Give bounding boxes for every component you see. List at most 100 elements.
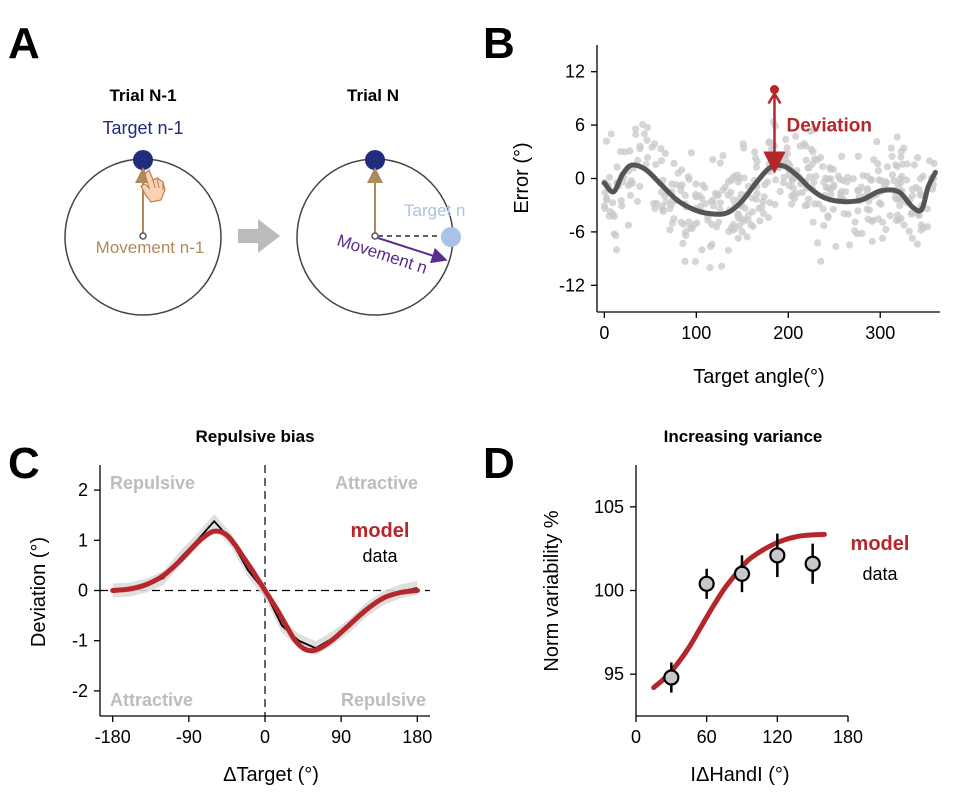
scatter-point: [600, 202, 609, 210]
scatter-point: [915, 186, 923, 194]
scatter-point: [681, 191, 689, 199]
scatter-point: [763, 178, 772, 186]
region-labels: Repulsive Attractive Attractive Repulsiv…: [110, 473, 426, 710]
scatter-point: [756, 217, 764, 225]
scatter-point: [803, 201, 811, 209]
scatter-point: [759, 209, 768, 218]
legend-data-d: data: [862, 564, 898, 584]
scatter-point: [632, 130, 640, 139]
x-tick-label: -180: [95, 727, 131, 747]
scatter-point: [883, 163, 892, 171]
scatter-point: [666, 226, 674, 234]
scatter-point: [753, 189, 761, 197]
scatter-point: [716, 205, 724, 213]
scatter-point: [760, 193, 768, 201]
hand-pointer-icon: [140, 168, 166, 203]
scatter-point: [743, 233, 751, 241]
x-tick-label: 200: [773, 323, 803, 343]
scatter-point: [829, 205, 838, 213]
scatter-point: [780, 173, 788, 181]
scatter-point: [677, 218, 685, 226]
scatter-point: [710, 202, 718, 210]
scatter-point: [739, 140, 747, 148]
legend-model-d: model: [851, 533, 910, 555]
scatter-point: [900, 221, 908, 229]
transition-arrow-icon: [238, 219, 280, 253]
y-tick-label: 95: [604, 664, 624, 684]
region-label-bottom-left: Attractive: [110, 690, 193, 710]
x-tick-label: 180: [833, 727, 863, 747]
scatter-point: [749, 222, 757, 231]
scatter-point: [857, 183, 866, 191]
scatter-point: [853, 230, 861, 238]
target-prev-label: Target n-1: [102, 118, 183, 138]
scatter-point: [894, 181, 902, 189]
scatter-point: [790, 195, 799, 203]
scatter-point: [804, 195, 813, 203]
scatter-point: [810, 178, 818, 186]
scatter-point: [781, 152, 789, 160]
y-tick-label: -12: [559, 275, 585, 295]
scatter-point: [893, 163, 901, 171]
axes-d: 0 60 120 180 105 100 95: [594, 465, 863, 747]
start-point-prev: [139, 232, 147, 240]
scatter-point: [687, 149, 696, 157]
scatter-points: [600, 118, 938, 272]
scatter-point: [824, 214, 832, 222]
scatter-point: [827, 185, 835, 193]
data-point: [733, 565, 751, 582]
panel-d: D Increasing variance 0 60 120 18010510095 …: [483, 427, 909, 786]
scatter-point: [693, 219, 701, 227]
scatter-point: [724, 246, 733, 254]
scatter-point: [628, 179, 637, 187]
x-axis-label-d: IΔHandI (°): [690, 764, 789, 786]
y-tick-label: -6: [569, 222, 585, 242]
scatter-point: [661, 192, 669, 200]
axes-b: 0 100 200 300 12 6 0 -6 -12: [559, 45, 940, 343]
scatter-point: [713, 190, 722, 198]
panel-letter-b: B: [483, 19, 515, 68]
scatter-point: [789, 175, 797, 183]
panel-letter-a: A: [8, 19, 40, 68]
scatter-point: [893, 133, 901, 141]
data-point: [804, 555, 821, 572]
deviation-label: Deviation: [786, 116, 872, 137]
scatter-point: [674, 169, 682, 177]
scatter-point: [708, 240, 716, 248]
scatter-point: [825, 175, 833, 183]
x-tick-label: 100: [681, 323, 711, 343]
scatter-point: [819, 163, 827, 171]
x-tick-label: 90: [331, 727, 351, 747]
scatter-point: [609, 199, 617, 207]
scatter-point: [908, 209, 916, 217]
scatter-point: [779, 179, 788, 187]
scatter-point: [695, 192, 704, 200]
scatter-point: [789, 184, 797, 192]
panel-c: C Repulsive bias Repulsive Attractive At…: [8, 427, 432, 786]
scatter-point: [679, 239, 687, 247]
scatter-point: [634, 156, 642, 164]
scatter-point: [748, 208, 756, 216]
start-point-curr: [371, 232, 379, 240]
scatter-point: [661, 149, 669, 157]
chart-title-c: Repulsive bias: [195, 427, 314, 446]
scatter-point: [744, 216, 752, 224]
scatter-point: [657, 145, 665, 153]
target-prev-dot: [133, 150, 153, 170]
scatter-point: [618, 202, 626, 210]
panel-b: B Deviation 0 100 200 300 12 6 0 -6 -12 Target a…: [483, 19, 940, 388]
scatter-point: [636, 182, 644, 190]
scatter-point: [930, 159, 938, 168]
scatter-point: [681, 257, 689, 265]
scatter-point: [721, 183, 729, 191]
scatter-point: [764, 214, 773, 222]
scatter-point: [854, 207, 862, 215]
panel-a: A Trial N-1 Trial N Target n-1 Movement …: [8, 19, 465, 316]
scatter-point: [706, 264, 714, 272]
scatter-point: [633, 197, 642, 205]
scatter-point: [814, 239, 822, 247]
data-point: [663, 669, 680, 686]
scatter-point: [843, 178, 851, 186]
scatter-point: [846, 241, 854, 249]
deviation-annotation: Deviation: [763, 85, 872, 174]
